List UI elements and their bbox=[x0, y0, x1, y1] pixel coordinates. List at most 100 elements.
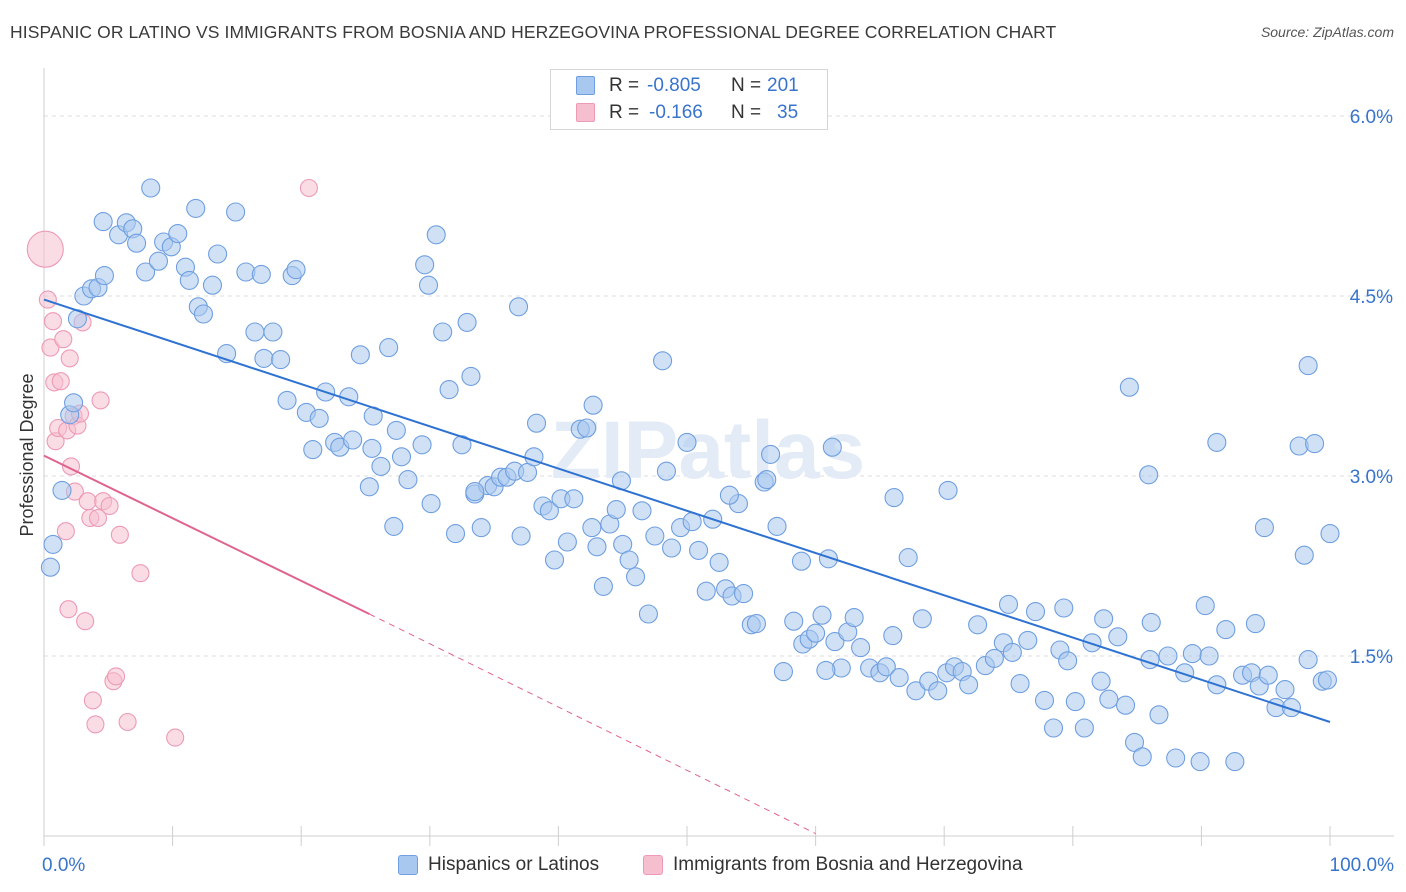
blue-point bbox=[709, 552, 729, 572]
blue-point bbox=[557, 532, 577, 552]
blue-point bbox=[626, 567, 646, 587]
blue-point bbox=[959, 675, 979, 695]
blue-point bbox=[511, 526, 531, 546]
blue-point bbox=[136, 262, 156, 282]
blue-point bbox=[1305, 434, 1325, 454]
blue-point bbox=[1141, 612, 1161, 632]
blue-point bbox=[577, 418, 597, 438]
blue-point bbox=[1281, 698, 1301, 718]
blue-point bbox=[415, 255, 435, 275]
blue-point bbox=[1149, 705, 1169, 725]
pink-point bbox=[100, 496, 119, 516]
blue-point bbox=[379, 338, 399, 358]
blue-point bbox=[141, 178, 161, 198]
pink-point bbox=[299, 178, 318, 198]
blue-point bbox=[1108, 627, 1128, 647]
blue-point bbox=[645, 526, 665, 546]
blue-point bbox=[1074, 718, 1094, 738]
pink-point bbox=[41, 338, 60, 357]
blue-point bbox=[1294, 545, 1314, 565]
blue-point bbox=[719, 485, 739, 505]
blue-point bbox=[1132, 747, 1152, 767]
blue-point bbox=[461, 366, 481, 386]
blue-point bbox=[544, 550, 565, 570]
x-tick-label: 0.0% bbox=[42, 855, 85, 876]
pink-point bbox=[131, 564, 150, 583]
pink-point bbox=[26, 230, 64, 268]
pink-swatch bbox=[643, 855, 663, 875]
blue-point bbox=[64, 393, 84, 413]
pink-point bbox=[86, 715, 105, 734]
blue-point bbox=[186, 198, 206, 218]
pink-point bbox=[78, 492, 97, 511]
blue-point bbox=[1317, 670, 1337, 690]
blue-point bbox=[350, 345, 370, 365]
blue-point bbox=[1298, 650, 1318, 670]
blue-point bbox=[583, 395, 603, 415]
blue-point bbox=[564, 489, 584, 509]
blue-point bbox=[254, 348, 274, 368]
blue-point bbox=[384, 516, 404, 536]
blue-point bbox=[452, 435, 472, 455]
blue-point bbox=[767, 516, 787, 536]
blue-point bbox=[1043, 718, 1064, 738]
n-value: 201 bbox=[767, 75, 799, 96]
blue-point bbox=[1018, 630, 1038, 650]
blue-point bbox=[677, 432, 697, 452]
blue-point bbox=[94, 266, 114, 286]
blue-point bbox=[263, 322, 283, 342]
pink-trend-line bbox=[43, 454, 370, 615]
blue-point bbox=[343, 430, 363, 450]
pink-point bbox=[38, 290, 57, 309]
blue-point bbox=[93, 212, 113, 232]
chart-title: HISPANIC OR LATINO VS IMMIGRANTS FROM BO… bbox=[10, 22, 1057, 42]
pink-point bbox=[59, 600, 78, 619]
pink-point bbox=[110, 525, 129, 544]
blue-point bbox=[1182, 644, 1202, 664]
blue-point bbox=[889, 668, 909, 688]
pink-trend-extension bbox=[369, 613, 816, 835]
r-label: R = bbox=[609, 102, 640, 123]
series-points-blue bbox=[40, 178, 1340, 772]
blue-point bbox=[696, 581, 716, 601]
series-legend: Hispanics or Latinos Immigrants from Bos… bbox=[0, 851, 1406, 881]
blue-point bbox=[398, 470, 418, 490]
blue-point bbox=[806, 623, 826, 643]
blue-point bbox=[606, 500, 626, 520]
blue-point bbox=[303, 440, 323, 460]
blue-point bbox=[433, 322, 453, 342]
blue-point bbox=[127, 233, 147, 253]
n-label: N = bbox=[731, 75, 762, 96]
blue-point bbox=[1054, 598, 1074, 618]
blue-point bbox=[471, 518, 491, 538]
blue-point bbox=[52, 480, 72, 500]
blue-point bbox=[632, 501, 652, 521]
blue-point bbox=[1091, 671, 1111, 691]
blue-point bbox=[734, 584, 754, 604]
blue-point bbox=[851, 638, 871, 658]
n-value: 35 bbox=[777, 102, 799, 123]
blue-point bbox=[412, 435, 432, 455]
blue-point bbox=[1216, 620, 1236, 640]
blue-point bbox=[1158, 646, 1178, 666]
trend-lines bbox=[43, 298, 1331, 835]
blue-point bbox=[371, 456, 391, 476]
blue-point bbox=[1258, 665, 1278, 685]
blue-point bbox=[1025, 602, 1046, 622]
blue-point bbox=[822, 437, 842, 457]
r-label: R = bbox=[609, 75, 640, 96]
blue-point bbox=[1119, 377, 1139, 397]
legend-row-pink: R = -0.166 N = 35 bbox=[551, 101, 827, 125]
pink-point bbox=[106, 667, 126, 686]
pink-point bbox=[54, 330, 73, 349]
blue-point bbox=[825, 632, 845, 652]
blue-point bbox=[465, 482, 485, 502]
pink-point bbox=[166, 728, 185, 747]
n-label: N = bbox=[731, 102, 762, 123]
watermark: ZIPatlas bbox=[551, 405, 865, 496]
source-label: Source: ZipAtlas.com bbox=[1260, 24, 1394, 40]
blue-point bbox=[653, 351, 673, 371]
blue-point bbox=[208, 244, 228, 264]
pink-point bbox=[43, 312, 63, 331]
blue-point bbox=[656, 461, 676, 481]
